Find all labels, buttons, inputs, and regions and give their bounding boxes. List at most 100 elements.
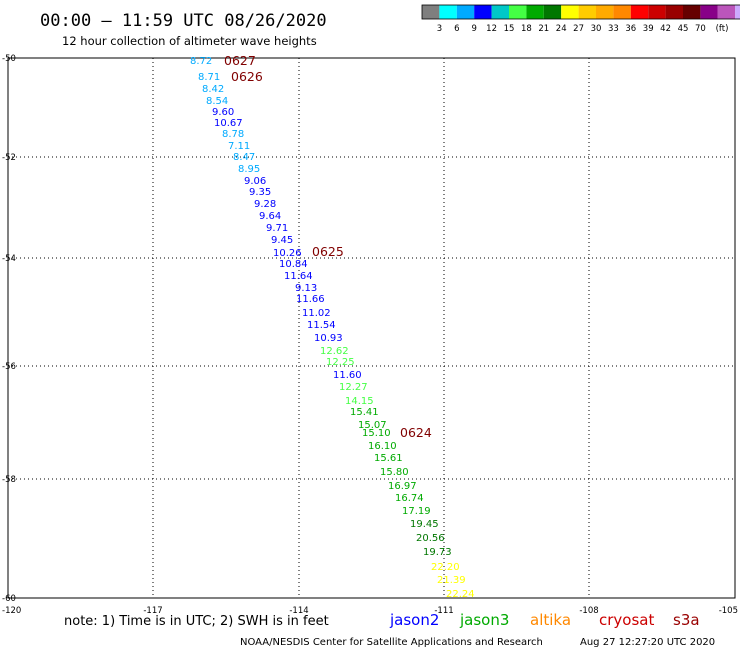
color-swatch: [665, 5, 683, 19]
color-swatch: [717, 5, 736, 19]
swh-observation: 22.24: [446, 589, 475, 600]
swh-observation: 20.56: [416, 533, 445, 544]
swh-observation: 15.41: [350, 407, 379, 418]
swh-observation: 15.07: [358, 420, 387, 431]
latitude-label: -54: [2, 254, 16, 264]
color-swatch: [543, 5, 562, 19]
swh-observation: 19.73: [423, 547, 452, 558]
swh-observation: 21.39: [437, 575, 466, 586]
mission-jason3: jason3: [459, 611, 509, 629]
longitude-label: -114: [289, 606, 308, 616]
pass-id-label: 0625: [312, 244, 344, 259]
swh-observation: 8.95: [238, 164, 260, 175]
swh-observation: 9.64: [259, 211, 281, 222]
swh-observation: 16.10: [368, 441, 397, 452]
color-scale-label: 33: [608, 24, 619, 34]
swh-observation: 11.64: [284, 271, 313, 282]
mission-altika: altika: [530, 611, 571, 629]
swh-observation: 14.15: [345, 396, 374, 407]
color-scale-label: 36: [625, 24, 636, 34]
swh-observation: 9.45: [271, 235, 293, 246]
swh-observation: 17.19: [402, 506, 431, 517]
color-scale-label: 30: [591, 24, 602, 34]
swh-observation: 15.61: [374, 453, 403, 464]
longitude-label: -120: [2, 606, 21, 616]
swh-observation-labels: 8.72 8.718.428.549.6010.678.787.118.478.9…: [190, 56, 475, 600]
swh-observation: 12.62: [320, 346, 349, 357]
color-swatch: [561, 5, 579, 19]
map-subtitle: 12 hour collection of altimeter wave hei…: [62, 34, 317, 48]
color-scale-label: 12: [486, 24, 497, 34]
color-scale-label: 15: [504, 24, 515, 34]
swh-observation: 12.25: [326, 357, 355, 368]
longitude-label: -105: [719, 606, 738, 616]
color-swatch: [526, 5, 544, 19]
swh-observation: 9.06: [244, 176, 266, 187]
color-scale-frame: [421, 4, 740, 20]
color-scale-label: 9: [471, 24, 476, 34]
swh-observation: 11.02: [302, 308, 331, 319]
swh-observation: 16.74: [395, 493, 424, 504]
pass-id-label: 0624: [400, 425, 432, 440]
longitude-label: -108: [579, 606, 598, 616]
swh-observation: 10.26: [273, 248, 302, 259]
swh-observation: 12.27: [339, 382, 368, 393]
swh-observation: 9.71: [266, 223, 288, 234]
color-swatch: [700, 5, 718, 19]
color-scale-legend: 3 6 9 12 15 18 21 24 27 30 33 36 39 42 45 70 (ft): [421, 4, 740, 34]
color-scale-label: 45: [678, 24, 689, 34]
swh-observation: 8.47: [233, 152, 255, 163]
swh-observation: 9.28: [254, 199, 276, 210]
swh-observation: 11.54: [307, 320, 336, 331]
swh-observation: 11.66: [296, 294, 325, 305]
map-title: 00:00 – 11:59 UTC 08/26/2020: [40, 11, 327, 31]
latitude-label: -52: [2, 153, 16, 163]
swh-observation: 19.45: [410, 519, 439, 530]
color-scale-unit: (ft): [716, 24, 729, 34]
color-scale-label: 6: [454, 24, 459, 34]
color-scale-label: 42: [660, 24, 671, 34]
swh-observation: 10.93: [314, 333, 343, 344]
swh-observation: 9.13: [295, 283, 317, 294]
color-scale-label: 3: [437, 24, 442, 34]
color-swatch: [456, 5, 475, 19]
latitude-label: -58: [2, 475, 16, 485]
map-plot-area: -50-52-54-56-58-60 -120 -117 -114 -111 -108-…: [2, 53, 738, 616]
color-swatch: [683, 5, 701, 19]
color-swatch: [422, 5, 440, 19]
swh-observation: 10.84: [279, 259, 308, 270]
color-swatch: [509, 5, 527, 19]
swh-observation: 8.72: [190, 56, 212, 67]
swh-observation: 9.60: [212, 107, 234, 118]
swh-observation: 8.54: [206, 96, 228, 107]
swh-observation: 11.60: [333, 370, 362, 381]
color-scale-label: 24: [556, 24, 567, 34]
color-scale-label: 70: [695, 24, 706, 34]
color-swatch: [648, 5, 666, 19]
longitude-label: -117: [143, 606, 162, 616]
longitude-labels: -120 -117 -114 -111 -108 -105: [2, 606, 738, 616]
mission-legend: jason2 jason3 altika cryosat s3a: [389, 611, 700, 629]
latitude-label: -60: [2, 594, 16, 604]
pass-id-label: 0627: [224, 53, 256, 68]
graticule-grid: [8, 58, 735, 598]
color-scale-label: 39: [643, 24, 654, 34]
color-swatch: [474, 5, 492, 19]
color-scale-label: 27: [573, 24, 584, 34]
color-swatch: [613, 5, 631, 19]
swh-observation: 22.20: [431, 562, 460, 573]
swh-observation: 8.78: [222, 129, 244, 140]
latitude-label: -56: [2, 362, 16, 372]
color-swatch: [735, 5, 740, 19]
color-swatch: [630, 5, 649, 19]
swh-observation: 15.80: [380, 467, 409, 478]
color-swatch: [439, 5, 457, 19]
mission-s3a: s3a: [673, 611, 700, 629]
longitude-label: -111: [434, 606, 453, 616]
latitude-label: -50: [2, 54, 16, 64]
swh-observation: 10.67: [214, 118, 243, 129]
pass-id-label: 0626: [231, 69, 263, 84]
color-swatch: [596, 5, 614, 19]
swh-observation: 8.71: [198, 72, 220, 83]
mission-jason2: jason2: [389, 611, 439, 629]
